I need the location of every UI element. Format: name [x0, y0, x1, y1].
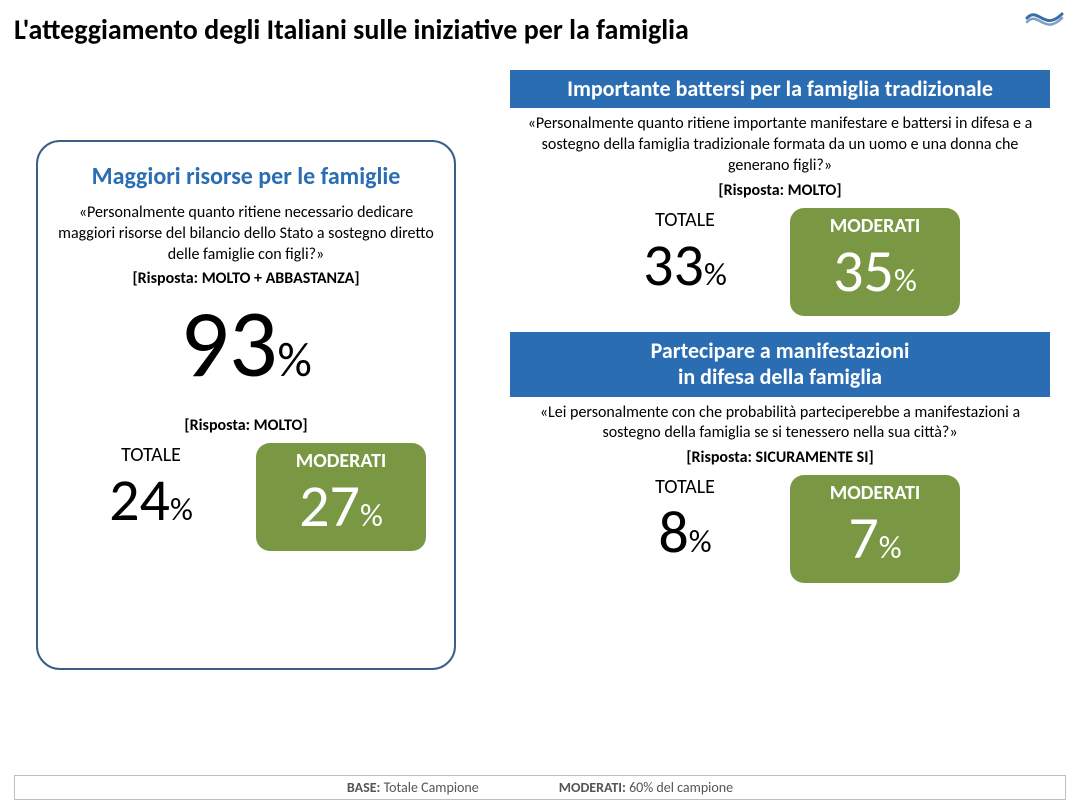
left-totale-col: TOTALE 24%: [66, 443, 236, 531]
footer-moderati: MODERATI: 60% del campione: [559, 779, 733, 796]
left-totale-value: 24%: [66, 471, 236, 531]
left-moderati-value: 27%: [266, 477, 416, 537]
percent-sign: %: [879, 528, 902, 567]
right2-question: «Lei personalmente con che probabilità p…: [510, 403, 1050, 445]
right1-answer: [Risposta: MOLTO]: [510, 181, 1050, 200]
right-column: Importante battersi per la famiglia trad…: [510, 70, 1050, 599]
right2-totale-value: 8%: [600, 503, 770, 563]
right2-moderati-num: 7: [848, 502, 878, 575]
right-block-2: Partecipare a manifestazioni in difesa d…: [510, 332, 1050, 583]
footer-bar: BASE: Totale Campione MODERATI: 60% del …: [14, 775, 1066, 800]
percent-sign: %: [704, 255, 727, 294]
footer-base: BASE: Totale Campione: [347, 779, 479, 796]
right1-stat-pair: TOTALE 33% MODERATI 35%: [510, 208, 1050, 316]
right1-question: «Personalmente quanto ritiene importante…: [510, 114, 1050, 176]
left-moderati-box: MODERATI 27%: [256, 443, 426, 551]
right1-moderati-box: MODERATI 35%: [790, 208, 960, 316]
left-big-value: 93%: [56, 296, 436, 392]
footer-moderati-value: 60% del campione: [629, 779, 733, 796]
right-block-1: Importante battersi per la famiglia trad…: [510, 70, 1050, 316]
right1-totale-col: TOTALE 33%: [600, 208, 770, 296]
right1-banner: Importante battersi per la famiglia trad…: [510, 70, 1050, 108]
right2-totale-col: TOTALE 8%: [600, 475, 770, 563]
left-totale-num: 24: [109, 464, 170, 537]
percent-sign: %: [278, 330, 312, 389]
percent-sign: %: [170, 490, 193, 529]
left-question: «Personalmente quanto ritiene necessario…: [56, 203, 436, 265]
right1-moderati-value: 35%: [800, 242, 950, 302]
percent-sign: %: [689, 522, 712, 561]
right2-moderati-box: MODERATI 7%: [790, 475, 960, 583]
page-title: L'atteggiamento degli Italiani sulle ini…: [0, 0, 1080, 47]
ribbon-logo-icon: [1024, 8, 1064, 32]
right2-answer: [Risposta: SICURAMENTE SI]: [510, 448, 1050, 467]
right1-moderati-num: 35: [833, 235, 894, 308]
left-answer2: [Risposta: MOLTO]: [56, 416, 436, 435]
left-panel: Maggiori risorse per le famiglie «Person…: [36, 140, 456, 670]
right1-totale-num: 33: [643, 229, 704, 302]
footer-moderati-label: MODERATI:: [559, 779, 626, 796]
left-moderati-num: 27: [299, 470, 360, 543]
right2-totale-num: 8: [658, 496, 688, 569]
right2-moderati-value: 7%: [800, 509, 950, 569]
footer-base-label: BASE:: [347, 779, 381, 796]
right1-totale-value: 33%: [600, 236, 770, 296]
right2-stat-pair: TOTALE 8% MODERATI 7%: [510, 475, 1050, 583]
footer-base-value: Totale Campione: [384, 779, 479, 796]
percent-sign: %: [894, 261, 917, 300]
left-heading: Maggiori risorse per le famiglie: [56, 162, 436, 191]
left-stat-pair: TOTALE 24% MODERATI 27%: [56, 443, 436, 551]
percent-sign: %: [360, 496, 383, 535]
right2-banner: Partecipare a manifestazioni in difesa d…: [510, 332, 1050, 397]
left-big-num: 93: [180, 285, 277, 402]
